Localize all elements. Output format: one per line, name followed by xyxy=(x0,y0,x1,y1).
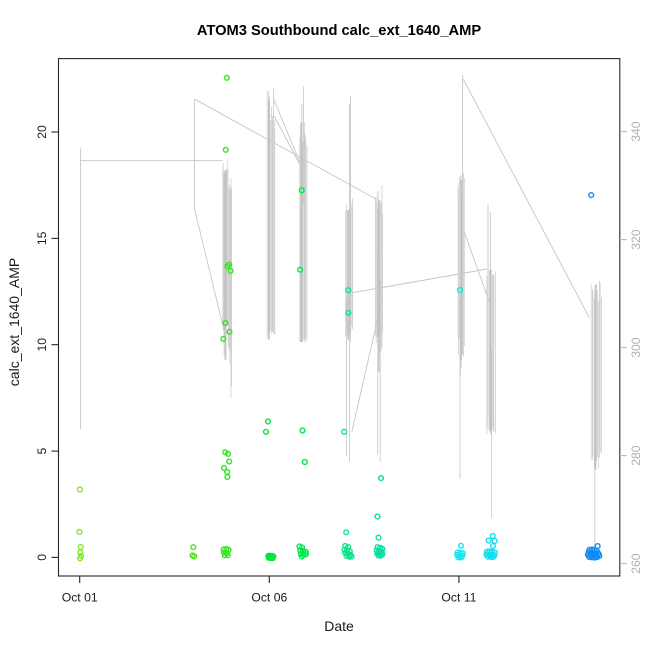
svg-text:Date: Date xyxy=(324,618,354,634)
svg-text:Oct 06: Oct 06 xyxy=(251,591,287,605)
svg-text:20: 20 xyxy=(35,125,49,139)
svg-text:ATOM3 Southbound calc_ext_1640: ATOM3 Southbound calc_ext_1640_AMP xyxy=(197,23,482,39)
svg-text:Oct 01: Oct 01 xyxy=(62,591,98,605)
svg-text:340: 340 xyxy=(629,121,643,142)
svg-text:Oct 11: Oct 11 xyxy=(441,591,476,605)
svg-text:5: 5 xyxy=(35,447,49,454)
svg-text:320: 320 xyxy=(629,229,643,250)
svg-text:calc_ext_1640_AMP: calc_ext_1640_AMP xyxy=(6,258,22,386)
svg-text:10: 10 xyxy=(35,338,49,352)
svg-text:300: 300 xyxy=(629,337,643,358)
svg-text:280: 280 xyxy=(629,445,643,466)
svg-text:260: 260 xyxy=(629,553,643,574)
svg-text:0: 0 xyxy=(35,554,49,561)
svg-text:15: 15 xyxy=(35,231,49,245)
